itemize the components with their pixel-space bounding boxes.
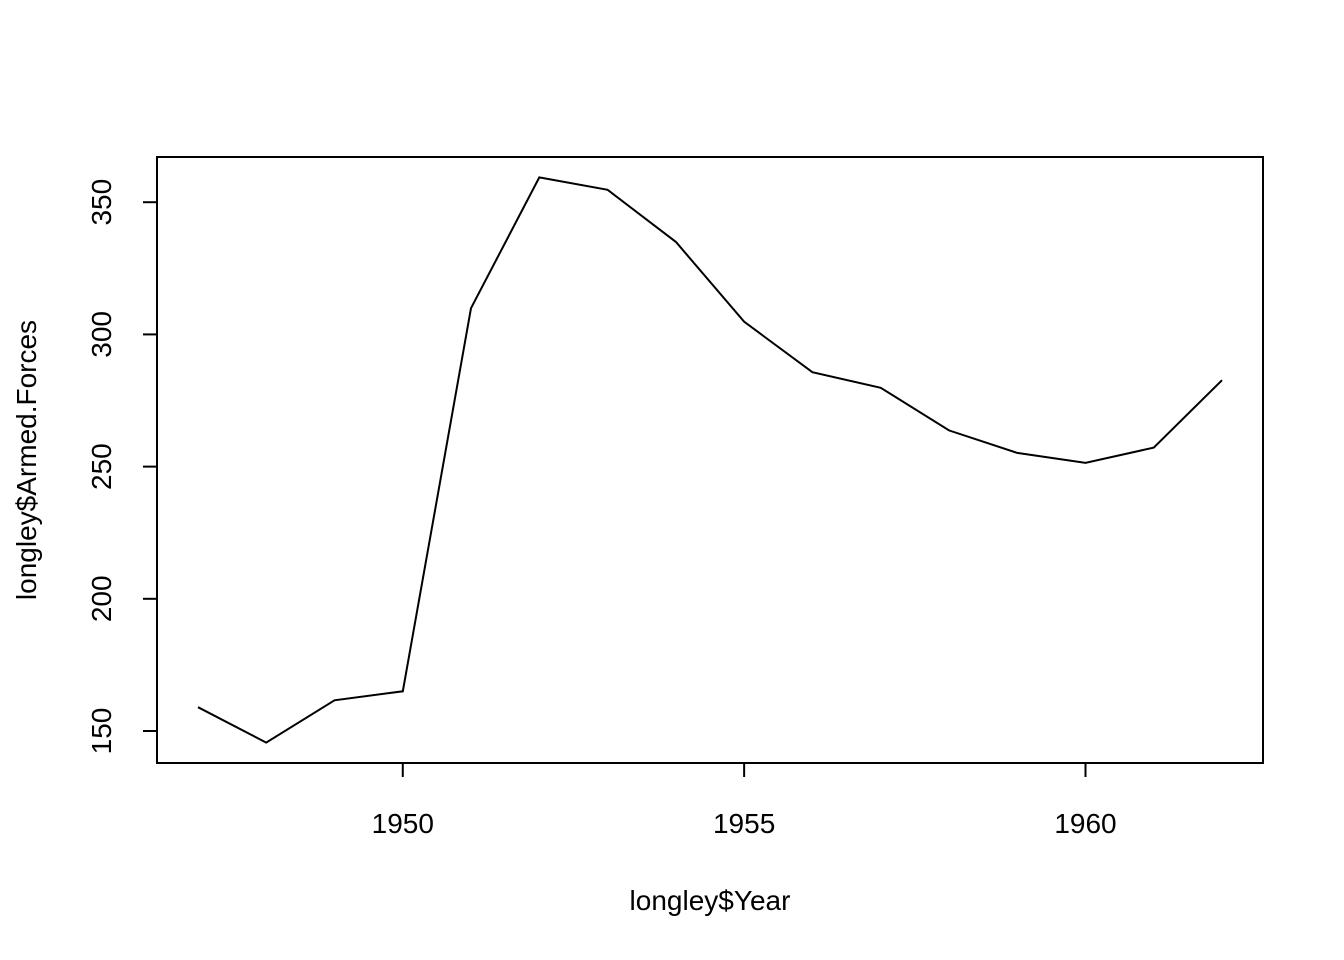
x-axis: 1950 1955 1960	[372, 762, 1117, 839]
x-axis-title: longley$Year	[630, 885, 791, 916]
series-line	[197, 176, 1223, 744]
y-axis-title: longley$Armed.Forces	[11, 320, 42, 600]
x-tick-label: 1960	[1054, 808, 1116, 839]
y-tick-label: 200	[86, 575, 117, 622]
y-tick-label: 350	[86, 179, 117, 226]
y-tick-label: 250	[86, 443, 117, 490]
x-tick-label: 1950	[372, 808, 434, 839]
x-tick-label: 1955	[713, 808, 775, 839]
y-axis: 150 200 250 300 350	[86, 179, 158, 755]
y-tick-label: 150	[86, 708, 117, 755]
y-tick-label: 300	[86, 311, 117, 358]
